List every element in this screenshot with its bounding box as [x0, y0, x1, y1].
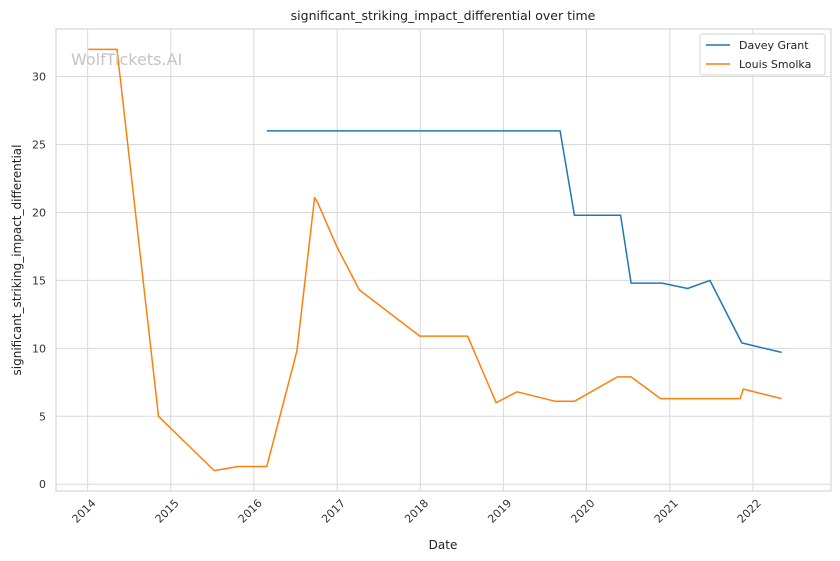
x-tick-label: 2014: [70, 497, 99, 526]
x-tick-label: 2018: [402, 497, 431, 526]
watermark: WolfTickets.AI: [71, 50, 182, 69]
x-tick-label: 2017: [319, 497, 348, 526]
y-tick-label: 20: [32, 206, 46, 219]
x-tick-label: 2015: [153, 497, 182, 526]
chart-title: significant_striking_impact_differential…: [291, 8, 596, 23]
y-axis-label: significant_striking_impact_differential: [10, 145, 24, 376]
legend-label-louis-smolka: Louis Smolka: [739, 58, 811, 71]
x-tick-label: 2019: [485, 497, 514, 526]
y-tick-label: 15: [32, 274, 46, 287]
y-tick-label: 30: [32, 71, 46, 84]
y-tick-label: 25: [32, 139, 46, 152]
x-tick-label: 2020: [568, 497, 597, 526]
y-tick-label: 5: [39, 410, 46, 423]
legend-label-davey-grant: Davey Grant: [739, 39, 809, 52]
legend: Davey Grant Louis Smolka: [699, 33, 826, 76]
x-tick-label: 2016: [236, 497, 265, 526]
legend-box: [699, 33, 826, 76]
series-line-davey-grant: [266, 130, 782, 354]
x-axis-label: Date: [429, 538, 458, 552]
y-tick-label: 10: [32, 342, 46, 355]
grid: [56, 29, 831, 491]
y-tick-label: 0: [39, 478, 46, 491]
series-lines: [88, 48, 782, 472]
x-tick-label: 2022: [735, 497, 764, 526]
plot-area: [55, 28, 832, 492]
series-line-louis-smolka: [88, 48, 782, 472]
x-tick-label: 2021: [652, 497, 681, 526]
